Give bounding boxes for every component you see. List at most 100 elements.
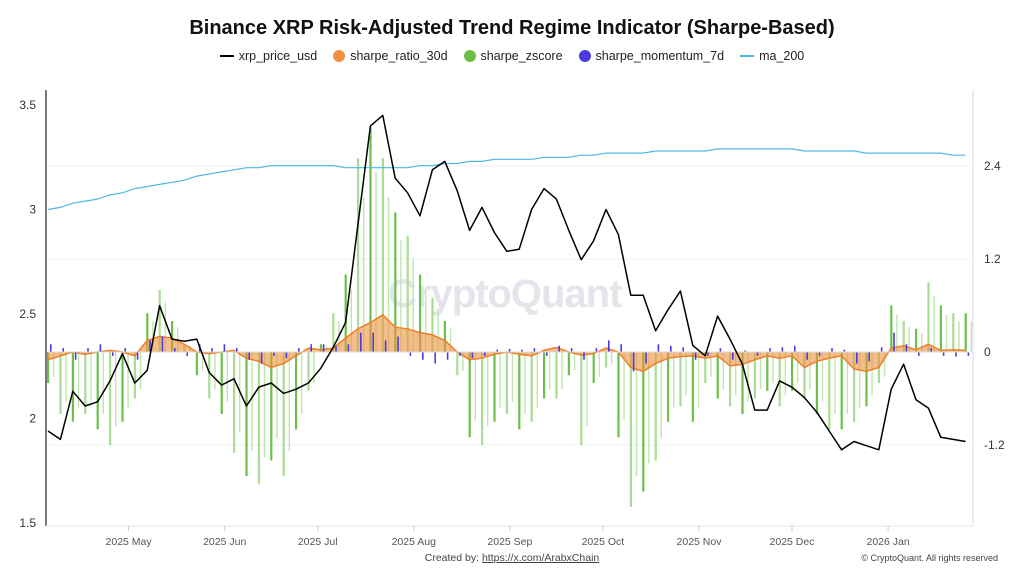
zscore-bar: [468, 352, 471, 438]
zscore-bar: [511, 352, 514, 402]
zscore-bar: [555, 352, 558, 399]
zscore-bar: [697, 352, 700, 408]
zscore-bar: [425, 290, 427, 352]
zscore-bar: [679, 352, 682, 407]
momentum-bar: [99, 344, 102, 352]
zscore-bar: [419, 274, 422, 352]
momentum-bar: [397, 336, 399, 352]
momentum-bar: [744, 350, 746, 352]
zscore-bar: [654, 352, 657, 461]
zscore-bar: [201, 352, 204, 371]
line-swatch-icon: [740, 55, 755, 57]
zscore-bar: [487, 352, 489, 427]
legend-label: sharpe_ratio_30d: [350, 49, 448, 63]
momentum-bar: [508, 348, 511, 352]
zscore-bar: [313, 352, 315, 383]
zscore-bar: [710, 352, 712, 377]
momentum-bar: [645, 352, 647, 364]
zscore-bar: [437, 308, 439, 352]
zscore-bar: [667, 352, 670, 422]
zscore-bar: [518, 352, 521, 430]
momentum-bar: [186, 352, 188, 356]
legend-item-sharpe-ratio-30d[interactable]: sharpe_ratio_30d: [333, 49, 448, 63]
zscore-bar: [871, 352, 873, 396]
zscore-bar: [109, 352, 112, 445]
legend-item-xrp-price-usd[interactable]: xrp_price_usd: [219, 49, 317, 63]
zscore-bar: [214, 352, 216, 390]
zscore-bar: [139, 352, 142, 390]
momentum-bar: [459, 352, 461, 356]
zscore-bar: [171, 321, 174, 352]
dot-swatch-icon: [333, 50, 346, 62]
momentum-bar: [918, 352, 920, 356]
zscore-bar: [127, 352, 129, 408]
momentum-bar: [87, 348, 89, 352]
zscore-bar: [369, 127, 372, 352]
legend-item-sharpe-zscore[interactable]: sharpe_zscore: [463, 49, 563, 63]
momentum-bar: [285, 352, 288, 359]
author-link[interactable]: https://x.com/ArabxChain: [481, 552, 600, 564]
copyright: © CryptoQuant. All rights reserved: [861, 553, 998, 563]
zscore-bar: [245, 352, 248, 476]
legend-item-sharpe-momentum-7d[interactable]: sharpe_momentum_7d: [578, 49, 724, 63]
right-axis-tick-label: 2.4: [984, 159, 1001, 173]
zscore-bar: [387, 197, 390, 352]
momentum-bar: [496, 349, 498, 352]
zscore-bar: [915, 328, 918, 352]
zscore-bar: [828, 352, 831, 430]
chart-title: Binance XRP Risk-Adjusted Trend Regime I…: [189, 17, 835, 39]
legend: xrp_price_usd sharpe_ratio_30d sharpe_zs…: [0, 49, 1024, 63]
zscore-bar: [474, 352, 476, 421]
legend-label: ma_200: [759, 49, 805, 63]
zscore-bar: [456, 352, 459, 376]
zscore-bar: [840, 352, 843, 430]
momentum-bar: [682, 347, 684, 352]
zscore-bar: [927, 282, 930, 352]
zscore-bar: [449, 327, 452, 352]
zscore-bar: [282, 352, 285, 476]
momentum-bar: [136, 352, 139, 360]
right-axis-tick-label: -1.2: [984, 438, 1005, 452]
zscore-bar: [772, 352, 774, 383]
zscore-bar: [462, 352, 464, 371]
zscore-bar: [561, 352, 563, 390]
zscore-bar: [431, 297, 434, 352]
zscore-bar: [59, 352, 62, 414]
momentum-bar: [422, 352, 424, 360]
zscore-bar: [846, 352, 848, 414]
momentum-bar: [322, 344, 325, 352]
zscore-bar: [778, 352, 781, 407]
zscore-bar: [945, 314, 948, 352]
momentum-bar: [74, 352, 77, 360]
momentum-bar: [124, 348, 126, 352]
x-axis-tick-label: 2025 Dec: [770, 536, 815, 548]
zscore-bar: [288, 352, 290, 452]
left-axis-tick-label: 1.5: [19, 516, 36, 530]
momentum-bar: [794, 345, 796, 352]
left-axis-tick-label: 3: [29, 203, 36, 217]
zscore-bar: [65, 352, 67, 402]
zscore-bar: [195, 352, 198, 376]
momentum-bar: [298, 348, 300, 352]
x-axis-tick-label: 2025 Jun: [203, 536, 246, 548]
zscore-bar: [970, 321, 972, 352]
zscore-bar: [784, 352, 786, 396]
zscore-bar: [958, 321, 960, 352]
momentum-bar: [843, 349, 846, 352]
right-axis-tick-label: 0: [984, 345, 991, 359]
zscore-bar: [115, 352, 117, 427]
momentum-bar: [955, 352, 957, 357]
momentum-bar: [632, 352, 635, 372]
zscore-bar: [896, 314, 898, 352]
legend-item-ma-200[interactable]: ma_200: [740, 49, 804, 63]
zscore-bar: [642, 352, 645, 492]
x-axis-tick-label: 2025 Aug: [392, 536, 437, 548]
zscore-bar: [753, 352, 756, 399]
zscore-bar: [412, 259, 414, 352]
x-axis-tick-label: 2025 Oct: [582, 536, 625, 548]
zscore-bar: [90, 352, 92, 402]
zscore-bar: [226, 352, 228, 402]
momentum-bar: [905, 344, 908, 352]
zscore-bar: [543, 352, 546, 399]
